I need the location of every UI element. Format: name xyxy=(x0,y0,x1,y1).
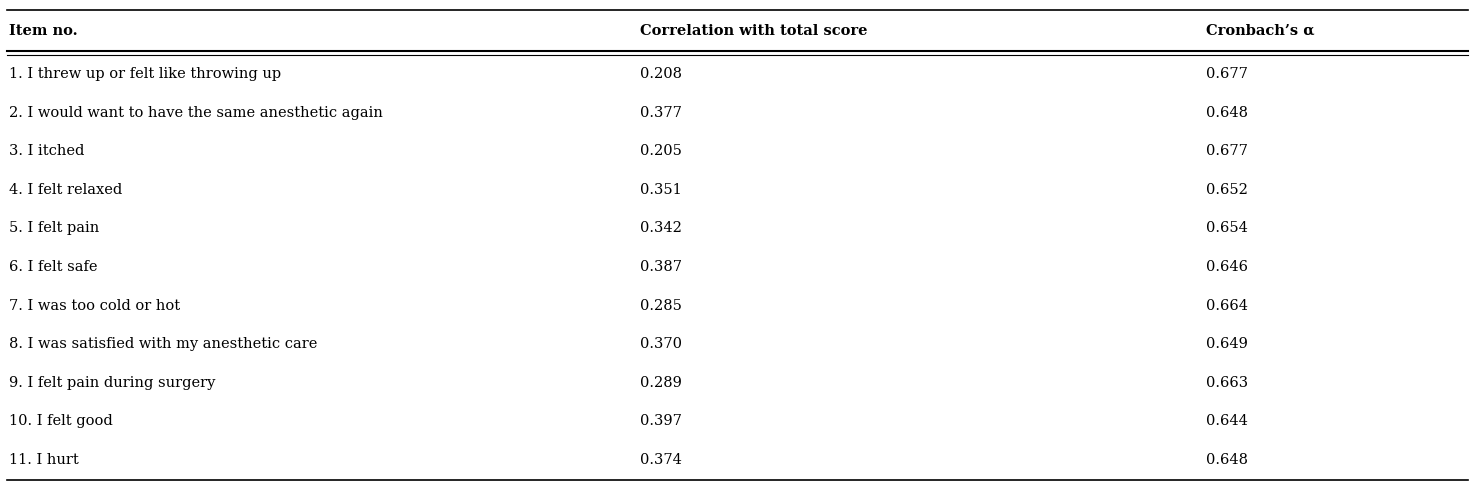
Text: 0.289: 0.289 xyxy=(640,376,681,390)
Text: 8. I was satisfied with my anesthetic care: 8. I was satisfied with my anesthetic ca… xyxy=(9,337,318,351)
Text: 0.397: 0.397 xyxy=(640,414,681,428)
Text: 0.652: 0.652 xyxy=(1206,183,1247,197)
Text: 0.285: 0.285 xyxy=(640,298,681,313)
Text: 0.663: 0.663 xyxy=(1206,376,1249,390)
Text: 0.387: 0.387 xyxy=(640,260,683,274)
Text: 0.648: 0.648 xyxy=(1206,106,1249,120)
Text: 1. I threw up or felt like throwing up: 1. I threw up or felt like throwing up xyxy=(9,67,281,81)
Text: 0.677: 0.677 xyxy=(1206,145,1247,158)
Text: Cronbach’s α: Cronbach’s α xyxy=(1206,24,1315,38)
Text: 0.377: 0.377 xyxy=(640,106,681,120)
Text: 5. I felt pain: 5. I felt pain xyxy=(9,221,99,236)
Text: 0.208: 0.208 xyxy=(640,67,683,81)
Text: 0.648: 0.648 xyxy=(1206,453,1249,467)
Text: 3. I itched: 3. I itched xyxy=(9,145,84,158)
Text: 0.646: 0.646 xyxy=(1206,260,1249,274)
Text: 4. I felt relaxed: 4. I felt relaxed xyxy=(9,183,122,197)
Text: 0.351: 0.351 xyxy=(640,183,681,197)
Text: Item no.: Item no. xyxy=(9,24,78,38)
Text: 7. I was too cold or hot: 7. I was too cold or hot xyxy=(9,298,179,313)
Text: 0.649: 0.649 xyxy=(1206,337,1247,351)
Text: 10. I felt good: 10. I felt good xyxy=(9,414,113,428)
Text: 6. I felt safe: 6. I felt safe xyxy=(9,260,97,274)
Text: 11. I hurt: 11. I hurt xyxy=(9,453,78,467)
Text: 0.374: 0.374 xyxy=(640,453,681,467)
Text: 0.370: 0.370 xyxy=(640,337,683,351)
Text: 0.664: 0.664 xyxy=(1206,298,1249,313)
Text: 0.205: 0.205 xyxy=(640,145,681,158)
Text: 0.654: 0.654 xyxy=(1206,221,1247,236)
Text: 9. I felt pain during surgery: 9. I felt pain during surgery xyxy=(9,376,215,390)
Text: Correlation with total score: Correlation with total score xyxy=(640,24,868,38)
Text: 2. I would want to have the same anesthetic again: 2. I would want to have the same anesthe… xyxy=(9,106,382,120)
Text: 0.677: 0.677 xyxy=(1206,67,1247,81)
Text: 0.342: 0.342 xyxy=(640,221,681,236)
Text: 0.644: 0.644 xyxy=(1206,414,1247,428)
